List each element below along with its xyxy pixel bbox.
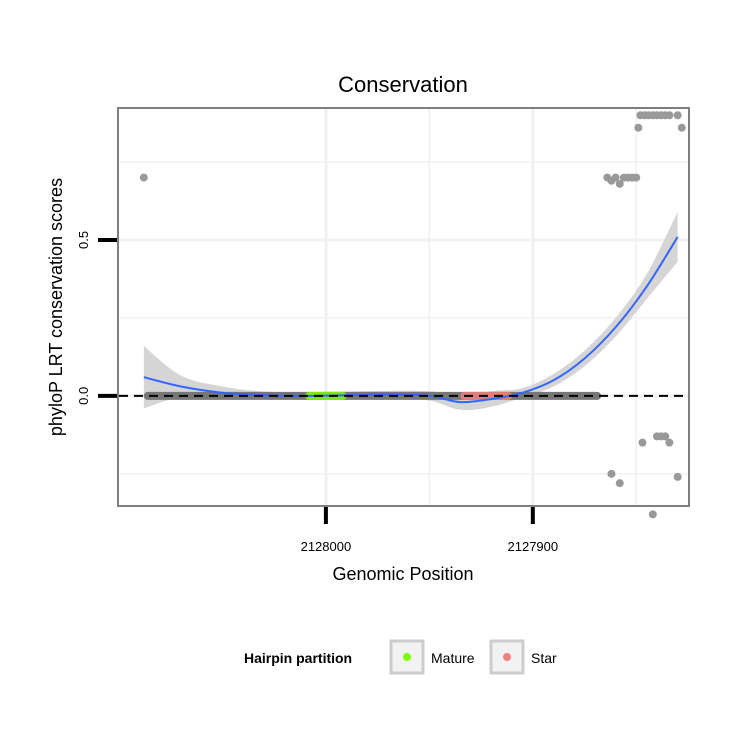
x-tick-label: 2127900	[508, 539, 559, 554]
legend: Hairpin partition Mature Star	[244, 639, 557, 675]
data-point	[648, 510, 657, 519]
y-axis: 0.0 0.5	[76, 231, 117, 405]
plot-panel-border	[117, 107, 690, 507]
x-axis-title: Genomic Position	[332, 564, 473, 584]
y-axis-title: phyloP LRT conservation scores	[46, 178, 66, 436]
legend-item-mature: Mature	[389, 639, 475, 675]
data-point	[607, 469, 616, 478]
data-point	[634, 123, 643, 132]
smooth-line	[143, 236, 679, 404]
smooth-line-layer	[143, 236, 679, 404]
data-point	[673, 111, 682, 120]
data-point	[661, 432, 670, 441]
x-axis: 2128000 2127900	[301, 507, 559, 554]
data-point	[673, 472, 682, 481]
data-point	[615, 179, 624, 188]
legend-label-mature: Mature	[431, 650, 475, 666]
legend-title: Hairpin partition	[244, 650, 352, 666]
legend-label-star: Star	[531, 650, 557, 666]
confidence-band	[143, 211, 678, 411]
data-point	[615, 479, 624, 488]
data-point	[638, 438, 647, 447]
data-point	[665, 111, 674, 120]
data-point	[677, 123, 686, 132]
legend-item-star: Star	[489, 639, 557, 675]
data-point	[665, 438, 674, 447]
grid-lines	[119, 109, 688, 505]
x-tick-label: 2128000	[301, 539, 352, 554]
legend-dot-star	[503, 653, 511, 661]
data-point	[611, 173, 620, 182]
chart-title: Conservation	[338, 72, 468, 97]
y-tick-label: 0.0	[76, 387, 91, 405]
y-tick-label: 0.5	[76, 231, 91, 249]
legend-dot-mature	[403, 653, 411, 661]
data-point	[139, 173, 148, 182]
confidence-band-layer	[143, 211, 678, 411]
points-layer	[139, 111, 686, 519]
data-point	[632, 173, 641, 182]
